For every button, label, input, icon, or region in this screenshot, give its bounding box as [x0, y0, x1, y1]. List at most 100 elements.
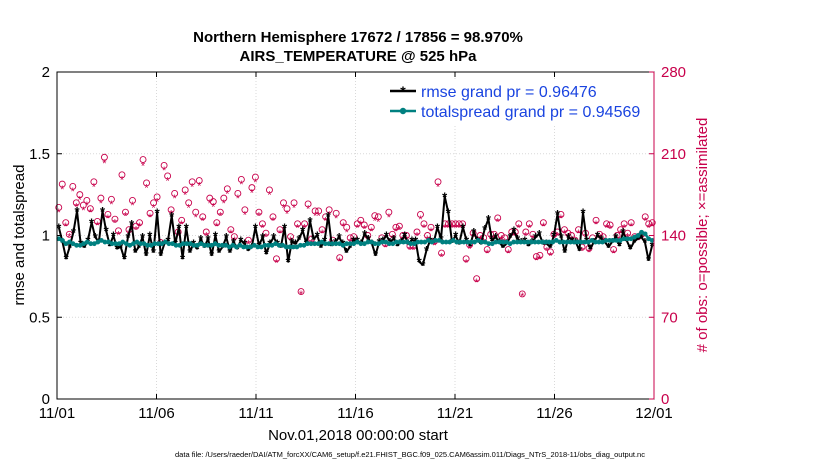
- rmse-point: *: [420, 258, 426, 273]
- obs-possible-point: [304, 200, 312, 208]
- obs-assimilated-point: *: [475, 277, 480, 289]
- obs-possible-point: [160, 161, 168, 169]
- rmse-point: *: [115, 242, 121, 257]
- rmse-point: *: [195, 242, 201, 257]
- obs-assimilated-point: *: [636, 235, 641, 247]
- obs-assimilated-point: *: [376, 216, 381, 228]
- totalspread-point: [184, 241, 190, 247]
- obs-possible-point: [339, 219, 347, 227]
- rmse-point: *: [74, 204, 80, 219]
- obs-assimilated-point: *: [622, 222, 627, 234]
- totalspread-point: [379, 239, 385, 245]
- rmse-point: *: [158, 248, 164, 263]
- obs-possible-point: [136, 219, 143, 227]
- rmse-point: *: [155, 206, 161, 221]
- obs-possible-point: [318, 226, 326, 234]
- obs-possible-point: [515, 220, 523, 228]
- legend-rmse-marker: *: [400, 83, 406, 99]
- obs-assimilated-point: *: [113, 218, 118, 230]
- rmse-point: *: [577, 243, 583, 258]
- obs-assimilated-point: *: [218, 211, 223, 223]
- rmse-point: *: [642, 235, 648, 250]
- obs-possible-point: [164, 172, 172, 180]
- obs-possible-point: [107, 195, 115, 203]
- obs-assimilated-point: *: [99, 198, 104, 210]
- totalspread-point: [205, 242, 211, 248]
- totalspread-point: [152, 241, 158, 247]
- obs-possible-point: [603, 220, 611, 228]
- obs-possible-point: [473, 275, 481, 283]
- obs-assimilated-point: *: [285, 208, 290, 220]
- rmse-point: *: [242, 237, 248, 252]
- obs-possible-point: [90, 178, 98, 186]
- obs-possible-point: [104, 211, 112, 218]
- obs-possible-point: [494, 214, 502, 222]
- obs-possible-point: [146, 209, 154, 217]
- rmse-point: *: [100, 204, 106, 219]
- obs-assimilated-point: *: [165, 176, 170, 188]
- obs-assimilated-point: *: [190, 181, 195, 193]
- obs-assimilated-point: *: [432, 240, 437, 252]
- obs-assimilated-point: *: [496, 216, 501, 228]
- obs-possible-point: [641, 213, 649, 221]
- obs-assimilated-point: *: [225, 188, 230, 200]
- obs-assimilated-point: *: [338, 256, 343, 268]
- obs-assimilated-point: *: [78, 194, 83, 206]
- totalspread-point: [514, 239, 520, 245]
- totalspread-point: [546, 239, 552, 245]
- obs-possible-point: [97, 194, 105, 202]
- obs-possible-point: [55, 204, 63, 211]
- rmse-point: *: [526, 238, 532, 253]
- rmse-point: *: [282, 220, 288, 235]
- obs-possible-point: [294, 220, 302, 228]
- y-tick-label: 2: [42, 64, 50, 81]
- totalspread-point: [539, 239, 545, 245]
- totalspread-point: [457, 239, 463, 245]
- obs-possible-point: [255, 208, 263, 216]
- obs-assimilated-point: *: [408, 245, 413, 257]
- obs-assimilated-point: *: [647, 222, 652, 234]
- obs-assimilated-point: *: [517, 222, 522, 234]
- totalspread-point: [290, 244, 296, 250]
- obs-assimilated-point: *: [204, 231, 209, 243]
- totalspread-point: [347, 241, 353, 247]
- rmse-point: *: [595, 229, 601, 244]
- obs-possible-point: [258, 220, 266, 228]
- y-tick-label: 0: [42, 391, 50, 408]
- obs-assimilated-point: *: [267, 190, 272, 202]
- obs-possible-point: [129, 197, 136, 204]
- obs-possible-point: [192, 208, 200, 216]
- obs-possible-point: [592, 216, 600, 224]
- obs-possible-point: [434, 178, 442, 186]
- obs-possible-point: [195, 177, 203, 185]
- obs-assimilated-point: *: [215, 221, 220, 233]
- obs-possible-point: [79, 201, 87, 209]
- rmse-point: *: [286, 255, 292, 270]
- obs-possible-point: [438, 249, 445, 257]
- rmse-point: *: [424, 243, 430, 258]
- rmse-point: *: [253, 220, 259, 235]
- obs-assimilated-point: *: [506, 248, 511, 260]
- legend-spread-marker: [399, 107, 407, 115]
- rmse-point: *: [216, 245, 222, 260]
- rmse-point: *: [417, 255, 423, 270]
- obs-assimilated-point: *: [183, 190, 188, 202]
- obs-assimilated-point: *: [144, 183, 149, 195]
- rmse-point: *: [246, 243, 252, 258]
- totalspread-point: [511, 239, 517, 245]
- obs-possible-point: [234, 190, 242, 197]
- totalspread-point: [401, 239, 406, 245]
- obs-possible-point: [462, 255, 470, 263]
- obs-assimilated-point: *: [499, 234, 504, 246]
- rmse-point: *: [373, 248, 379, 263]
- rmse-point: *: [322, 233, 328, 248]
- rmse-point: *: [264, 246, 270, 261]
- obs-assimilated-point: *: [60, 184, 65, 196]
- obs-possible-point: [546, 248, 554, 256]
- rmse-point: *: [588, 242, 594, 257]
- rmse-point: *: [136, 240, 142, 255]
- obs-possible-point: [276, 226, 284, 234]
- totalspread-point: [635, 233, 641, 238]
- totalspread-point: [529, 239, 534, 245]
